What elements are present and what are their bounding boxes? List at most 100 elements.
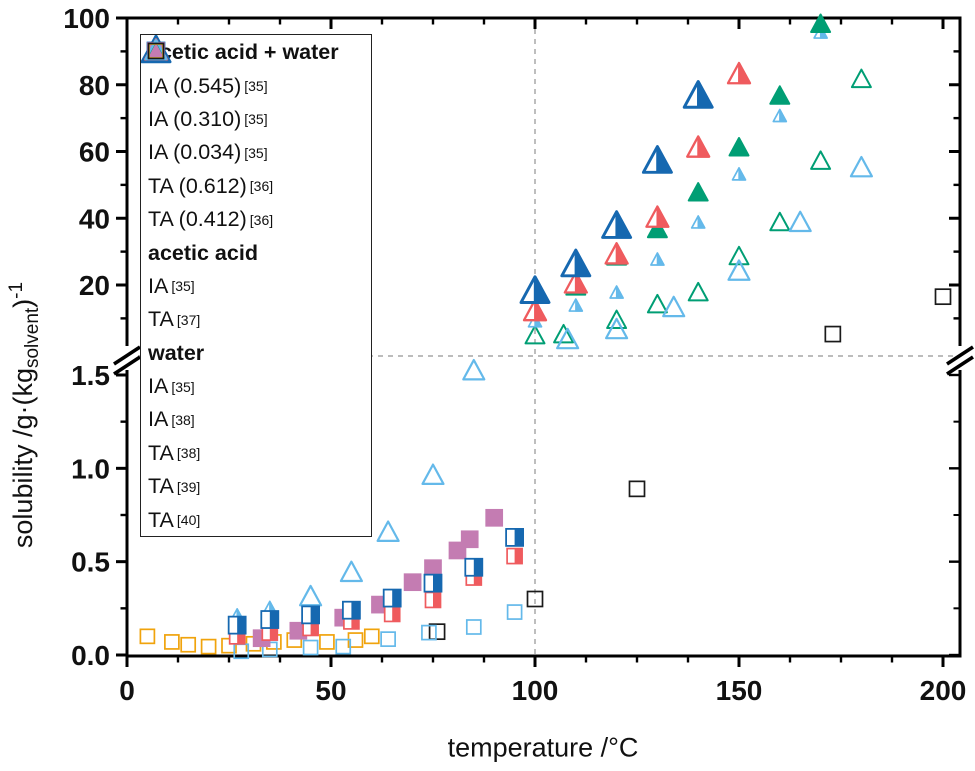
data-point-marker	[772, 108, 788, 123]
data-point-marker	[424, 591, 442, 609]
legend-item-reference: [39]	[176, 478, 201, 495]
legend-item-label: TA	[148, 507, 174, 532]
legend-item-ta_aw_0412: TA (0.412) [36]	[147, 42, 371, 236]
data-point-marker	[200, 638, 217, 655]
series-ia_aw_0545	[519, 80, 714, 304]
data-point-marker	[383, 605, 401, 623]
series-ta_w40	[428, 288, 952, 641]
legend-item-ta_w39: TA [39]	[148, 43, 371, 503]
data-point-marker	[553, 323, 575, 344]
legend-item-reference: [36]	[249, 211, 274, 228]
legend-group-header-1: acetic acid	[148, 240, 258, 265]
series-ia_w38	[298, 155, 874, 607]
data-point-marker	[556, 327, 580, 350]
axis-ticks	[116, 16, 960, 667]
data-point-marker	[519, 275, 551, 304]
y-title-sub: solvent	[22, 307, 44, 369]
legend-item-ta_w38: TA [38]	[148, 43, 371, 470]
series-ia_aw_0310	[522, 61, 752, 322]
y-title-pre: solubility /g·(kg	[7, 368, 38, 549]
data-point-marker	[604, 317, 629, 340]
y-title-post: )	[7, 298, 38, 308]
legend-item-reference: [35]	[171, 378, 195, 395]
legend-item-reference: [36]	[249, 178, 274, 195]
data-point-marker	[506, 604, 523, 620]
legend-item-reference: [38]	[171, 411, 195, 428]
legend-item-ta_aa: TA [37]	[147, 42, 371, 336]
data-point-marker	[606, 309, 628, 330]
svg-text:0.5: 0.5	[71, 547, 110, 578]
svg-text:1.0: 1.0	[71, 453, 110, 484]
y-axis-title: solubility /g·(kgsolvent)-1	[6, 282, 44, 548]
data-point-marker	[687, 182, 709, 202]
data-point-marker	[460, 530, 479, 549]
data-point-marker	[363, 628, 380, 645]
svg-text:60: 60	[79, 137, 110, 168]
data-point-marker	[849, 155, 874, 178]
data-point-marker	[728, 137, 750, 157]
legend-item-reference: [35]	[171, 278, 195, 295]
data-point-marker	[227, 615, 247, 635]
data-point-marker	[464, 557, 484, 577]
data-point-marker	[650, 252, 665, 266]
data-point-marker	[485, 508, 504, 527]
legend-item-label: IA	[148, 273, 169, 298]
tick-labels: 0 50 100 150 200 20 40 60 80 100 0.0 0.5 1.0 1.5	[63, 3, 966, 706]
legend-item-ia_aw_0310: IA (0.310) [35]	[143, 38, 371, 136]
series-ia_aa	[565, 13, 832, 296]
legend-item-ta_w40: TA [40]	[147, 42, 371, 536]
data-point-marker	[524, 324, 546, 345]
legend-item-label: IA (0.545)	[148, 73, 242, 98]
data-point-marker	[376, 520, 400, 542]
data-point-marker	[260, 610, 280, 629]
guide-lines	[128, 19, 959, 654]
legend-item-reference: [40]	[176, 512, 201, 529]
data-point-marker	[690, 215, 706, 229]
data-point-marker	[726, 61, 752, 85]
legend-item-reference: [35]	[244, 144, 268, 161]
data-point-marker	[560, 248, 592, 278]
svg-text:40: 40	[79, 203, 110, 234]
legend-item-ia_aw_0545: IA (0.545) [35]	[141, 35, 371, 102]
legend-group-header-0: acetic acid + water	[148, 40, 339, 65]
legend-item-label: TA (0.612)	[148, 173, 247, 198]
data-point-marker	[505, 528, 524, 547]
data-point-marker	[428, 623, 446, 641]
data-point-marker	[604, 242, 629, 265]
data-point-marker	[522, 298, 548, 322]
svg-text:150: 150	[716, 675, 763, 706]
svg-text:50: 50	[315, 675, 346, 706]
y-title-sup: -1	[5, 281, 27, 299]
legend-item-reference: [35]	[244, 78, 268, 95]
svg-text:200: 200	[920, 675, 967, 706]
data-point-marker	[298, 584, 323, 607]
plot-frame	[125, 16, 962, 658]
data-point-marker	[319, 634, 335, 650]
series-ta_w39	[139, 628, 380, 655]
data-point-marker	[609, 285, 624, 299]
data-point-marker	[423, 573, 443, 593]
svg-text:100: 100	[512, 675, 559, 706]
data-point-marker	[462, 358, 486, 381]
data-point-marker	[563, 271, 588, 294]
data-points	[139, 13, 952, 660]
legend-item-label: TA	[148, 307, 174, 332]
data-point-marker	[526, 590, 544, 608]
data-point-marker	[180, 636, 197, 653]
legend-item-label: IA	[148, 374, 169, 399]
legend-item-label: IA	[148, 407, 169, 432]
data-point-marker	[810, 150, 832, 170]
series-ta_w38	[233, 604, 523, 660]
svg-text:100: 100	[63, 3, 110, 34]
x-axis-title: temperature /°C	[447, 732, 639, 763]
legend-item-label: IA (0.034)	[148, 140, 242, 165]
data-point-marker	[769, 211, 791, 232]
data-point-marker	[302, 639, 319, 656]
data-point-marker	[686, 135, 711, 158]
data-point-marker	[728, 245, 750, 266]
data-point-marker	[382, 588, 402, 608]
data-point-marker	[628, 480, 646, 498]
legend-item-label: TA	[148, 474, 174, 499]
data-point-marker	[506, 547, 523, 565]
